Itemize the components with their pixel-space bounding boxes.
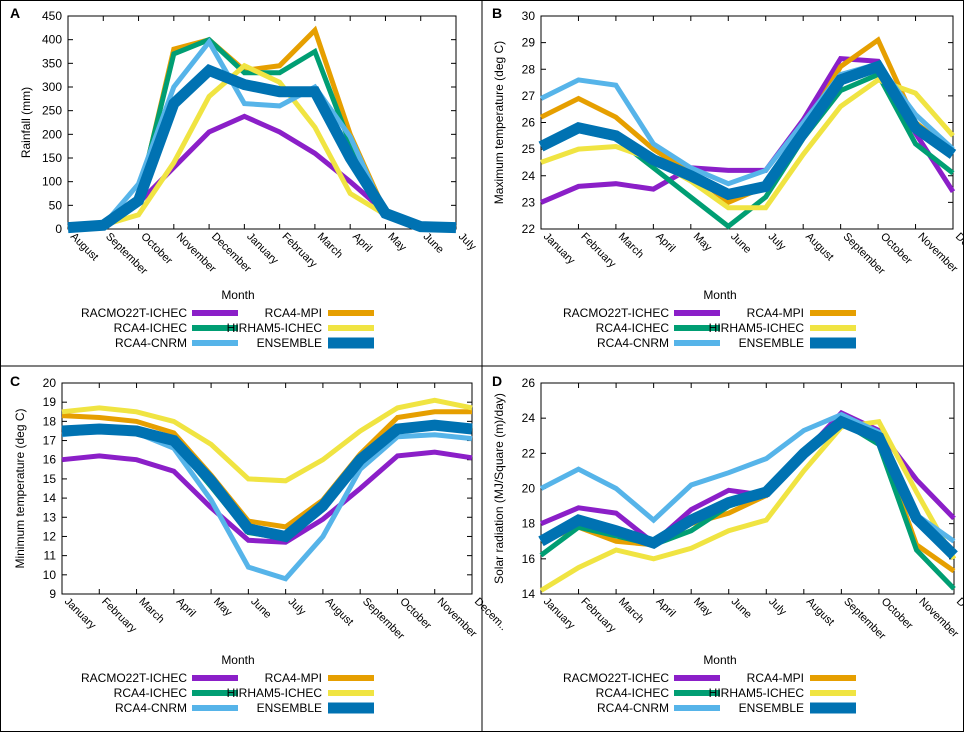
legend-label: RACMO22T-ICHEC <box>563 671 669 685</box>
y-tick-label: 25 <box>522 142 536 156</box>
legend-label: HIRHAM5-ICHEC <box>709 686 805 700</box>
legend-label: RCA4-ICHEC <box>114 686 188 700</box>
legend-label: ENSEMBLE <box>257 701 322 715</box>
y-tick-label: 350 <box>42 56 62 70</box>
y-tick-label: 26 <box>522 116 536 130</box>
legend-label: RCA4-MPI <box>747 671 804 685</box>
y-axis-title: Maximum temperature (deg C) <box>492 41 506 204</box>
legend-label: RCA4-CNRM <box>597 701 669 715</box>
legend-label: ENSEMBLE <box>739 701 804 715</box>
y-tick-label: 250 <box>42 104 62 118</box>
y-tick-label: 27 <box>522 89 536 103</box>
y-tick-label: 30 <box>522 9 536 23</box>
legend-label: RCA4-ICHEC <box>114 321 188 335</box>
y-tick-label: 14 <box>43 491 57 505</box>
panel-label: C <box>10 373 20 389</box>
series-line-racmo22t-ichec <box>61 449 473 545</box>
legend-label: ENSEMBLE <box>739 336 804 350</box>
y-tick-label: 29 <box>522 36 536 50</box>
legend-label: RACMO22T-ICHEC <box>81 306 187 320</box>
panel-label: D <box>492 373 502 389</box>
y-tick-label: 12 <box>43 529 57 543</box>
y-tick-label: 15 <box>43 472 57 486</box>
y-tick-label: 50 <box>49 198 63 212</box>
legend-label: RCA4-ICHEC <box>596 686 670 700</box>
legend-label: RACMO22T-ICHEC <box>81 671 187 685</box>
y-tick-label: 10 <box>43 568 57 582</box>
y-tick-label: 400 <box>42 33 62 47</box>
y-tick-label: 24 <box>522 411 536 425</box>
y-tick-label: 100 <box>42 175 62 189</box>
legend-label: HIRHAM5-ICHEC <box>227 321 323 335</box>
panel-label: A <box>10 5 20 21</box>
legend-label: ENSEMBLE <box>257 336 322 350</box>
plot-area <box>67 15 457 230</box>
y-tick-label: 24 <box>522 169 536 183</box>
legend-label: HIRHAM5-ICHEC <box>709 321 805 335</box>
legend-label: RCA4-CNRM <box>597 336 669 350</box>
series-line-ensemble <box>61 419 473 543</box>
y-tick-label: 26 <box>522 376 536 390</box>
y-tick-label: 28 <box>522 62 536 76</box>
series-line-ensemble <box>538 415 958 560</box>
series-line-hirham5-ichec <box>61 397 473 484</box>
y-tick-label: 0 <box>55 222 62 236</box>
y-tick-label: 16 <box>522 552 536 566</box>
y-tick-label: 300 <box>42 80 62 94</box>
y-tick-label: 150 <box>42 151 62 165</box>
y-tick-label: 17 <box>43 434 57 448</box>
x-axis-title: Month <box>221 653 254 667</box>
y-tick-label: 22 <box>522 222 536 236</box>
x-axis-title: Month <box>221 288 254 302</box>
legend-label: RACMO22T-ICHEC <box>563 306 669 320</box>
legend-label: RCA4-ICHEC <box>596 321 670 335</box>
y-tick-label: 16 <box>43 453 57 467</box>
y-tick-label: 19 <box>43 395 57 409</box>
y-tick-label: 20 <box>43 376 57 390</box>
x-axis-title: Month <box>703 653 736 667</box>
y-tick-label: 23 <box>522 195 536 209</box>
legend-label: RCA4-MPI <box>265 306 322 320</box>
y-tick-label: 18 <box>43 414 57 428</box>
y-tick-label: 450 <box>42 9 62 23</box>
legend-label: RCA4-CNRM <box>115 336 187 350</box>
y-tick-label: 9 <box>49 587 56 601</box>
legend-label: RCA4-MPI <box>265 671 322 685</box>
legend-label: RCA4-MPI <box>747 306 804 320</box>
series-line-hirham5-ichec <box>539 418 957 593</box>
y-axis-title: Rainfall (mm) <box>19 87 33 158</box>
y-axis-title: Minimum temperature (deg C) <box>13 408 27 568</box>
y-tick-label: 13 <box>43 510 57 524</box>
y-axis-title: Solar radiation (MJ/Square (m)/day) <box>492 393 506 584</box>
series-line-ensemble <box>67 63 457 234</box>
legend-label: RCA4-CNRM <box>115 701 187 715</box>
series-line-rca4-mpi <box>61 409 472 530</box>
panel-label: B <box>492 5 502 21</box>
y-tick-label: 14 <box>522 587 536 601</box>
plot-area <box>61 382 473 595</box>
y-tick-label: 11 <box>44 549 57 563</box>
series-line-ensemble <box>538 59 957 201</box>
y-tick-label: 20 <box>522 482 536 496</box>
legend-label: HIRHAM5-ICHEC <box>227 686 323 700</box>
x-axis-title: Month <box>703 288 736 302</box>
y-tick-label: 18 <box>522 517 536 531</box>
y-tick-label: 200 <box>42 127 62 141</box>
y-tick-label: 22 <box>522 446 536 460</box>
